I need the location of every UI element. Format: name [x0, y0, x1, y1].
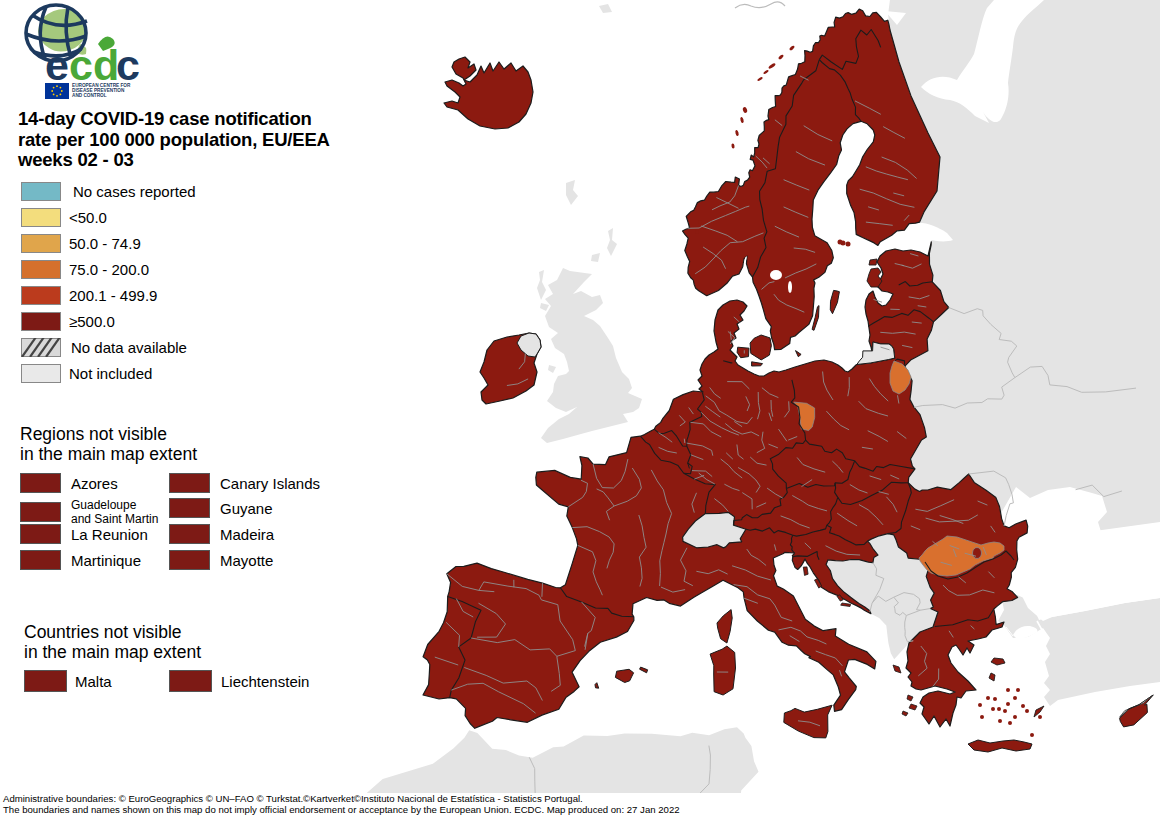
svg-text:c: c	[116, 41, 140, 89]
svg-text:cd: cd	[69, 41, 119, 89]
svg-text:e: e	[45, 41, 69, 89]
